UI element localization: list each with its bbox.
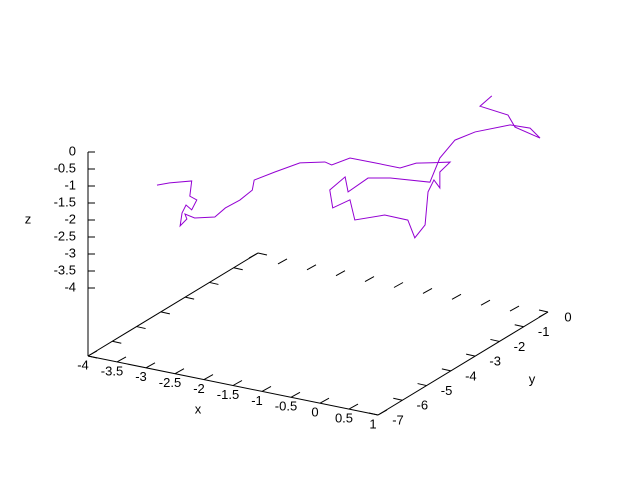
y-tick	[209, 281, 219, 285]
x-tick-label: -2	[193, 381, 205, 396]
y-tick	[233, 267, 243, 271]
z-tick-label: -1	[64, 177, 76, 192]
x-tick	[451, 293, 462, 300]
x-tick	[348, 403, 359, 410]
x-tick	[364, 276, 375, 283]
y-tick	[466, 353, 476, 357]
x-tick	[87, 350, 98, 357]
x-tick	[203, 374, 214, 381]
y-tick	[441, 368, 451, 372]
x-tick	[277, 258, 288, 265]
x-tick	[393, 282, 404, 288]
x-tick	[422, 287, 433, 294]
trajectory-line	[156, 95, 541, 239]
x-tick	[290, 391, 301, 398]
z-tick-label: -3.5	[54, 262, 76, 277]
y-tick	[368, 412, 379, 416]
z-tick-label: -2	[64, 211, 76, 226]
y-tick	[490, 338, 500, 342]
x-tick-label: -4	[77, 357, 89, 372]
x-tick-label: -3.5	[101, 363, 123, 378]
y-axis-line	[377, 311, 549, 416]
x-tick	[306, 264, 317, 271]
z-tick-label: -3	[64, 245, 76, 260]
y-tick	[87, 355, 98, 359]
y-tick	[393, 397, 403, 401]
x-tick	[261, 385, 272, 392]
z-tick-label: -0.5	[54, 160, 76, 175]
y-tick	[538, 309, 549, 313]
x-tick	[116, 356, 127, 363]
y-tick	[112, 340, 122, 344]
y-tick-label: -5	[441, 383, 453, 398]
z-tick-label: -1.5	[54, 194, 76, 209]
y-tick	[160, 311, 170, 315]
x-tick	[145, 362, 156, 369]
x-tick	[377, 409, 388, 416]
y-tick-label: -3	[489, 354, 501, 369]
x-tick	[509, 305, 520, 312]
y-tick	[185, 296, 195, 300]
x-axis-label: x	[195, 401, 202, 416]
y-tick-label: -1	[538, 324, 550, 339]
z-tick-label: -2.5	[54, 228, 76, 243]
y-tick	[417, 383, 427, 387]
y-tick-label: 0	[564, 309, 571, 324]
base-edge	[87, 252, 259, 357]
x-tick-label: 0	[311, 405, 318, 420]
y-tick-label: -2	[514, 339, 526, 354]
x-tick	[319, 397, 330, 404]
y-tick	[514, 324, 524, 328]
x-tick	[232, 380, 243, 386]
x-tick-label: -0.5	[275, 399, 297, 414]
y-tick-label: -7	[392, 412, 404, 427]
y-tick	[257, 252, 268, 256]
x-tick	[538, 311, 549, 318]
x-tick	[174, 368, 185, 375]
y-tick-label: -6	[417, 398, 429, 413]
y-tick	[136, 326, 146, 330]
y-tick-label: -4	[465, 368, 477, 383]
x-tick-label: -2.5	[159, 375, 181, 390]
x-tick-label: 1	[369, 416, 376, 431]
z-tick-label: 0	[69, 143, 76, 158]
x-tick	[248, 252, 259, 259]
z-tick-label: -4	[64, 279, 76, 294]
y-axis-label: y	[529, 371, 536, 386]
x-tick-label: -1	[251, 393, 263, 408]
x-tick-label: -3	[135, 369, 147, 384]
x-tick-label: 0.5	[335, 411, 353, 426]
x-tick-label: -1.5	[217, 387, 239, 402]
x-tick	[480, 299, 491, 306]
x-tick	[335, 270, 346, 277]
z-axis-label: z	[25, 211, 32, 226]
